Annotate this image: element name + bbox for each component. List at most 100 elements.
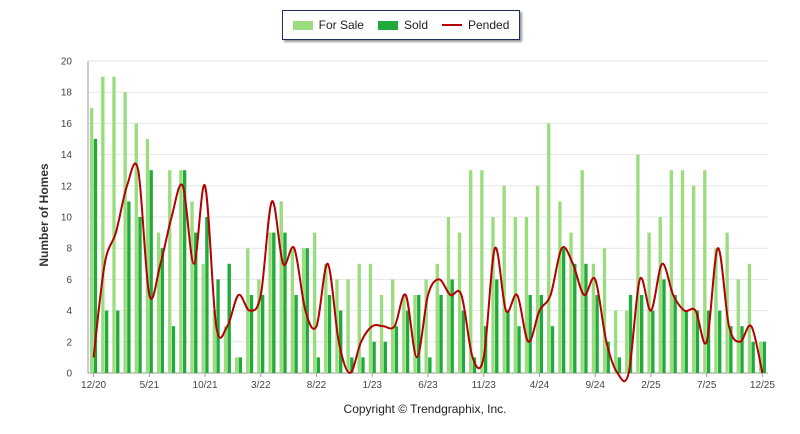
sold-bar — [495, 279, 499, 373]
for-sale-bar — [736, 279, 740, 373]
sold-bar — [740, 326, 744, 373]
sold-bar — [294, 295, 298, 373]
sold-bar — [762, 341, 766, 373]
for-sale-bar — [469, 170, 473, 373]
sold-bar — [372, 341, 376, 373]
sold-bar — [205, 217, 209, 373]
legend-item-pended[interactable]: Pended — [442, 18, 509, 32]
bars — [90, 76, 766, 374]
for-sale-bar — [257, 279, 261, 373]
for-sale-bar — [402, 295, 406, 373]
for-sale-bar — [491, 217, 495, 373]
for-sale-bar — [368, 263, 373, 373]
sold-bar — [417, 295, 421, 373]
y-tick-label: 12 — [61, 181, 73, 192]
sold-bar — [617, 357, 622, 373]
for-sale-bar — [502, 185, 506, 373]
sold-bar — [116, 310, 120, 373]
for-sale-bar — [680, 170, 685, 373]
sold-bar — [673, 295, 677, 373]
y-tick-label: 10 — [61, 213, 73, 224]
sold-bar — [405, 310, 410, 373]
for-sale-bar — [658, 217, 662, 373]
for-sale-bar — [480, 170, 484, 373]
for-sale-bar — [569, 232, 573, 373]
for-sale-bar — [602, 248, 607, 373]
for-sale-bar — [357, 263, 361, 373]
y-axis-label: Number of Homes — [37, 163, 51, 267]
for-sale-bar — [168, 170, 172, 373]
sold-bar — [718, 310, 722, 373]
for-sale-bar — [268, 232, 272, 373]
sold-bar — [651, 310, 655, 373]
x-axis-ticks: 12/20 5/21 10/21 3/22 8/22 1/23 6/23 11/23 4/24 9… — [81, 373, 775, 391]
sold-bar — [573, 263, 577, 373]
sold-bar — [272, 232, 276, 373]
sold-bar — [561, 248, 566, 373]
for-sale-bar — [346, 279, 350, 373]
sold-bar — [729, 326, 733, 373]
sold-bar — [662, 279, 666, 373]
sold-bar — [216, 279, 220, 373]
sold-bar — [584, 263, 588, 373]
sold-bar — [539, 295, 544, 373]
y-tick-label: 6 — [66, 275, 72, 286]
for-sale-bar — [201, 263, 205, 373]
sold-bar — [327, 295, 332, 373]
x-tick-label: 7/25 — [697, 380, 717, 391]
sold-bar — [305, 248, 309, 373]
for-sale-bar — [301, 248, 306, 373]
for-sale-swatch — [292, 20, 313, 30]
x-tick-label: 1/23 — [363, 380, 383, 391]
for-sale-bar — [312, 232, 317, 373]
sold-bar — [394, 326, 399, 373]
sold-bar — [238, 357, 243, 373]
for-sale-bar — [446, 217, 451, 373]
copyright: Copyright © Trendgraphix, Inc. — [343, 402, 507, 416]
y-tick-label: 2 — [66, 337, 72, 348]
x-tick-label: 6/23 — [418, 380, 438, 391]
sold-bar — [361, 357, 365, 373]
for-sale-bar — [725, 232, 729, 373]
for-sale-bar — [123, 92, 127, 373]
for-sale-bar — [156, 232, 161, 373]
sold-bar — [640, 295, 644, 373]
sold-bar — [428, 357, 432, 373]
x-tick-label: 10/21 — [193, 380, 218, 391]
for-sale-bar — [379, 295, 384, 373]
sold-bar — [127, 201, 131, 373]
for-sale-bar — [290, 248, 295, 373]
for-sale-bar — [714, 248, 718, 373]
sold-bar — [93, 139, 98, 373]
sold-bar — [450, 279, 454, 373]
sold-bar — [160, 248, 165, 373]
sold-bar — [472, 357, 477, 373]
for-sale-bar — [424, 279, 428, 373]
sold-swatch — [377, 20, 398, 30]
sold-bar — [171, 326, 176, 373]
sold-bar — [249, 295, 254, 373]
x-tick-label: 12/20 — [81, 380, 106, 391]
sold-bar — [138, 217, 142, 373]
y-tick-label: 16 — [61, 119, 73, 130]
sold-bar — [606, 341, 610, 373]
for-sale-bar — [535, 185, 540, 373]
sold-bar — [383, 341, 387, 373]
y-tick-label: 20 — [61, 57, 73, 68]
legend-sold-label: Sold — [403, 18, 428, 32]
for-sale-bar — [580, 170, 584, 373]
for-sale-bar — [558, 201, 562, 373]
sold-bar — [751, 341, 755, 373]
for-sale-bar — [435, 263, 439, 373]
for-sale-bar — [190, 201, 194, 373]
legend-item-for-sale[interactable]: For Sale — [292, 18, 364, 32]
x-tick-label: 9/24 — [585, 380, 605, 391]
sold-bar — [628, 295, 633, 373]
legend-item-sold[interactable]: Sold — [377, 18, 428, 32]
for-sale-bar — [647, 232, 651, 373]
for-sale-bar — [457, 232, 462, 373]
legend-pended-label: Pended — [468, 18, 510, 32]
for-sale-bar — [246, 248, 250, 373]
for-sale-bar — [547, 123, 551, 374]
